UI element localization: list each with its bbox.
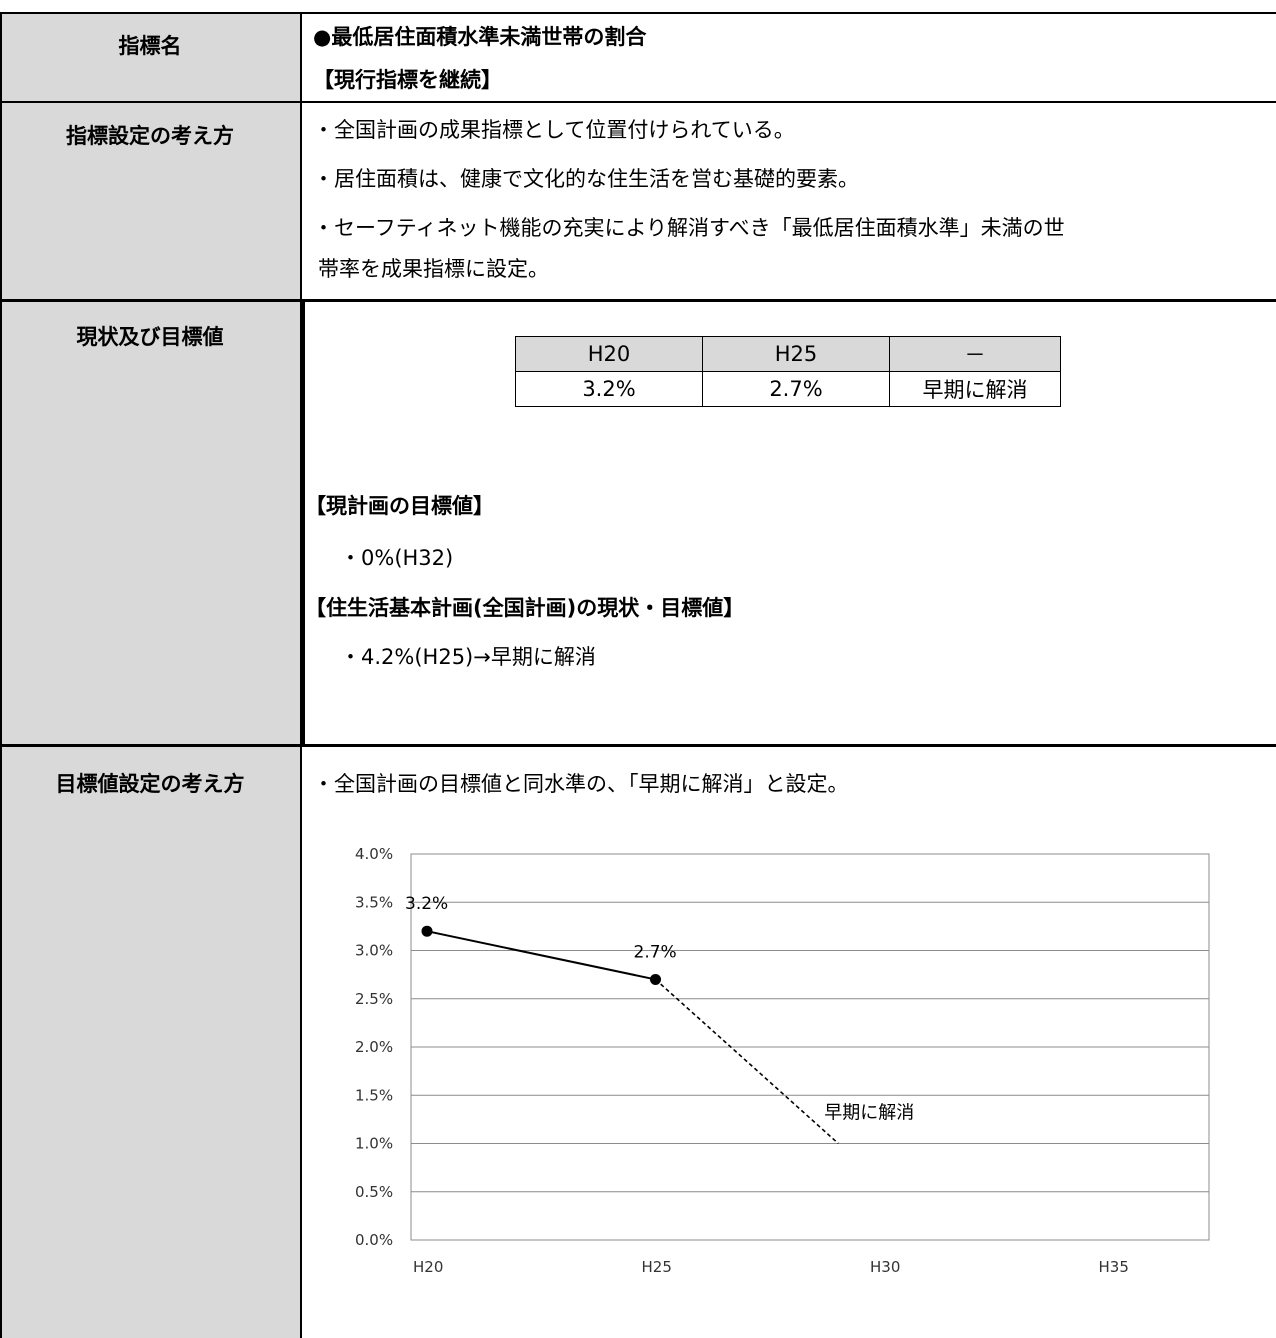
values-table-value-row: 3.2% 2.7% 早期に解消 bbox=[515, 371, 1061, 407]
current-plan-value: ・0%(H32) bbox=[340, 546, 454, 570]
y-tick-label: 3.0% bbox=[355, 942, 393, 960]
indicator-subtitle: 【現行指標を継続】 bbox=[313, 68, 502, 92]
concept-line-2: ・居住面積は、健康で文化的な住生活を営む基礎的要素。 bbox=[313, 167, 859, 191]
target-trend-line bbox=[654, 978, 839, 1145]
label-column bbox=[0, 13, 300, 1338]
data-label: 3.2% bbox=[405, 894, 448, 914]
y-tick-label: 3.5% bbox=[355, 893, 393, 911]
target-concept-line: ・全国計画の目標値と同水準の、「早期に解消」と設定。 bbox=[313, 772, 849, 796]
rule-mid-thick bbox=[301, 300, 305, 746]
data-point bbox=[421, 925, 433, 937]
values-table: H20 H25 － 3.2% 2.7% 早期に解消 bbox=[515, 336, 1061, 407]
y-tick-label: 0.5% bbox=[355, 1183, 393, 1201]
x-tick-label: H25 bbox=[642, 1258, 672, 1276]
values-table-cell: 3.2% bbox=[515, 371, 703, 407]
y-tick-label: 2.5% bbox=[355, 990, 393, 1008]
concept-label: 指標設定の考え方 bbox=[66, 124, 234, 148]
actual-trend-line bbox=[426, 930, 656, 981]
values-table-header-row: H20 H25 － bbox=[515, 336, 1061, 372]
target-concept-label: 目標値設定の考え方 bbox=[55, 772, 245, 796]
y-tick-label: 1.5% bbox=[355, 1086, 393, 1104]
indicator-title: ●最低居住面積水準未満世帯の割合 bbox=[313, 25, 647, 49]
values-table-header: H20 bbox=[515, 336, 703, 372]
rule-row3 bbox=[0, 744, 1276, 747]
y-tick-label: 2.0% bbox=[355, 1038, 393, 1056]
rule-top bbox=[0, 12, 1276, 14]
rule-row2 bbox=[0, 299, 1276, 302]
chart-annotation: 早期に解消 bbox=[824, 1103, 914, 1124]
values-table-header: － bbox=[889, 336, 1061, 372]
x-tick-label: H30 bbox=[870, 1258, 900, 1276]
rule-left bbox=[0, 12, 2, 1338]
concept-line-1: ・全国計画の成果指標として位置付けられている。 bbox=[313, 118, 795, 142]
x-tick-label: H35 bbox=[1099, 1258, 1129, 1276]
values-table-cell: 2.7% bbox=[702, 371, 890, 407]
concept-line-4: 帯率を成果指標に設定。 bbox=[318, 257, 549, 281]
values-table-header: H25 bbox=[702, 336, 890, 372]
rate-line-chart: 4.0% 3.5% 3.0% 2.5% 2.0% 1.5% 1.0% 0.5% 0.0% H20 H… bbox=[355, 845, 1210, 1276]
x-tick-label: H20 bbox=[413, 1258, 443, 1276]
data-label: 2.7% bbox=[634, 942, 677, 962]
national-plan-value: ・4.2%(H25)→早期に解消 bbox=[340, 645, 596, 669]
y-tick-label: 4.0% bbox=[355, 845, 393, 863]
national-plan-heading: 【住生活基本計画(全国計画)の現状・目標値】 bbox=[305, 596, 745, 620]
y-tick-label: 1.0% bbox=[355, 1135, 393, 1153]
y-tick-label: 0.0% bbox=[355, 1231, 393, 1249]
rule-row1 bbox=[0, 101, 1276, 103]
current-plan-heading: 【現計画の目標値】 bbox=[305, 494, 494, 518]
indicator-label: 指標名 bbox=[118, 34, 182, 58]
values-table-cell: 早期に解消 bbox=[889, 371, 1061, 407]
concept-line-3: ・セーフティネット機能の充実により解消すべき「最低居住面積水準」未満の世 bbox=[313, 216, 1065, 240]
status-label: 現状及び目標値 bbox=[76, 325, 224, 349]
